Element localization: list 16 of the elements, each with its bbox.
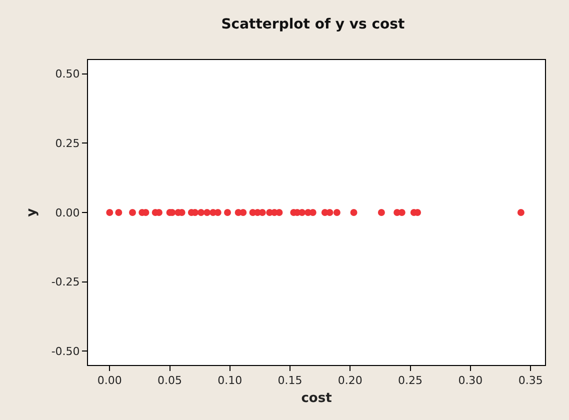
x-tick-label: 0.35 bbox=[518, 374, 543, 388]
x-tick-label: 0.10 bbox=[218, 374, 242, 388]
chart-title: Scatterplot of y vs cost bbox=[221, 16, 405, 33]
x-tick-label: 0.00 bbox=[97, 374, 122, 388]
y-axis-title: y bbox=[24, 208, 40, 217]
y-tick-label: -0.25 bbox=[51, 276, 80, 289]
x-tick-label: 0.30 bbox=[458, 374, 483, 388]
x-tick-label: 0.25 bbox=[398, 374, 423, 388]
x-axis-title: cost bbox=[301, 390, 332, 406]
y-tick-label: 0.00 bbox=[55, 206, 80, 220]
y-tick-label: -0.50 bbox=[51, 344, 80, 358]
y-tick-label: 0.50 bbox=[55, 68, 80, 81]
y-tick-label: 0.25 bbox=[55, 137, 80, 150]
x-tick-label: 0.05 bbox=[158, 374, 182, 388]
x-tick-label: 0.20 bbox=[338, 374, 362, 388]
x-tick-label: 0.15 bbox=[278, 374, 302, 388]
